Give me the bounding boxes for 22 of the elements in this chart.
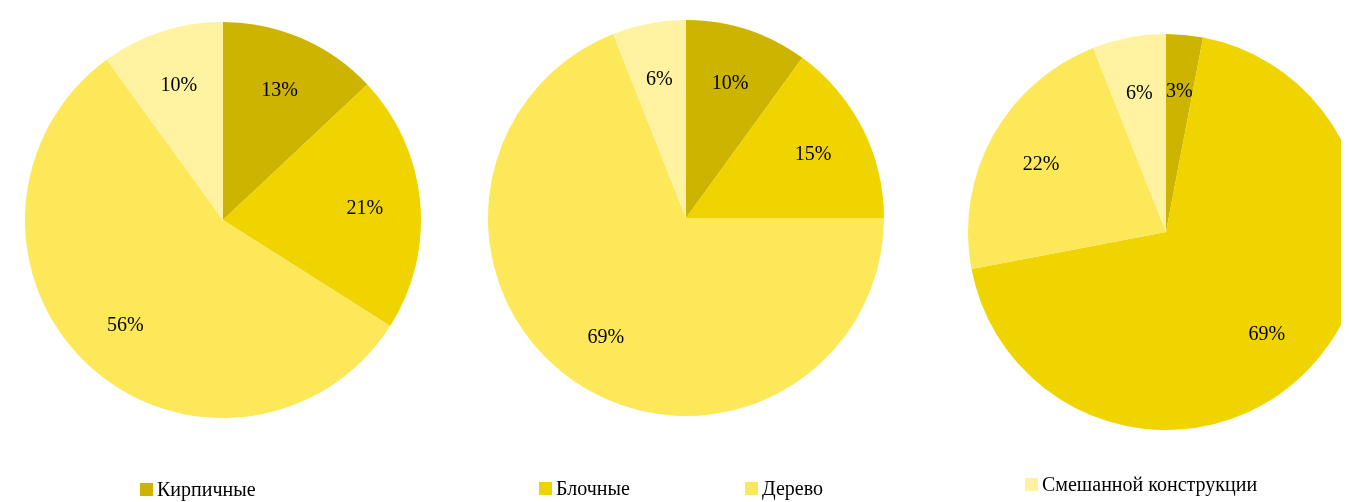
data-label: 69% <box>1248 321 1286 344</box>
data-label: 21% <box>346 195 384 218</box>
pie-slice <box>686 57 884 218</box>
pie-slice <box>223 84 421 327</box>
data-label: 13% <box>261 78 298 101</box>
pie-slice <box>488 33 884 416</box>
legend-label: Смешанной конструкции <box>1042 473 1258 495</box>
data-label: 3% <box>1166 79 1193 102</box>
pie-slice <box>25 59 391 418</box>
data-label: 56% <box>107 312 144 335</box>
legend-label: Блочные <box>556 477 630 499</box>
pie-slice <box>613 20 686 218</box>
data-label: 22% <box>1022 152 1060 175</box>
data-label: 6% <box>645 66 673 89</box>
data-label: 10% <box>160 73 198 96</box>
pie-slice <box>106 22 223 220</box>
data-label: 15% <box>794 142 832 165</box>
data-label: 10% <box>711 71 749 94</box>
data-label: 6% <box>1125 80 1153 103</box>
legend-label: Дерево <box>762 477 823 499</box>
data-label: 69% <box>587 324 625 347</box>
legend-label: Кирпичные <box>157 478 256 500</box>
